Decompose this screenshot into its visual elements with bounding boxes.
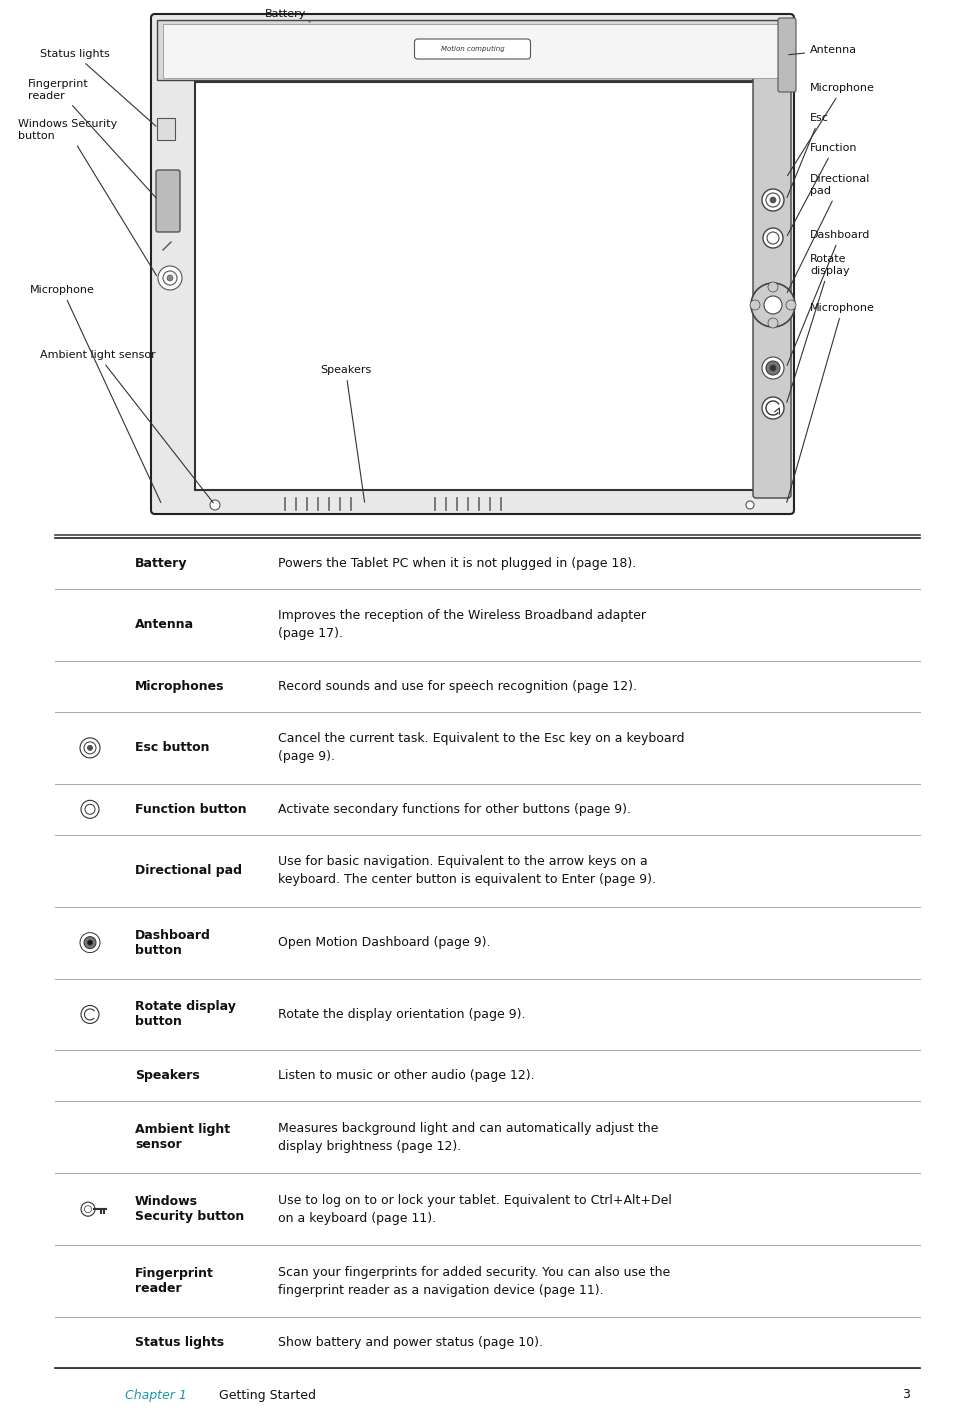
Circle shape	[81, 1203, 95, 1215]
Bar	[163, 24, 782, 78]
Text: Esc button: Esc button	[135, 741, 210, 754]
Text: Fingerprint
reader: Fingerprint reader	[135, 1266, 214, 1295]
Text: Ambient light sensor: Ambient light sensor	[40, 350, 213, 502]
FancyBboxPatch shape	[156, 170, 180, 232]
Text: Fingerprint
reader: Fingerprint reader	[28, 79, 156, 198]
FancyBboxPatch shape	[778, 18, 796, 92]
Circle shape	[762, 190, 784, 211]
Text: Getting Started: Getting Started	[215, 1388, 316, 1401]
Circle shape	[80, 737, 100, 758]
Text: Microphone: Microphone	[786, 303, 875, 502]
Text: Rotate display
button: Rotate display button	[135, 1000, 236, 1029]
Text: Motion computing: Motion computing	[440, 45, 504, 52]
Circle shape	[770, 197, 776, 202]
Circle shape	[84, 937, 96, 948]
Text: Use to log on to or lock your tablet. Equivalent to Ctrl+Alt+Del
on a keyboard (: Use to log on to or lock your tablet. Eq…	[278, 1194, 672, 1225]
Circle shape	[750, 300, 760, 310]
Text: Scan your fingerprints for added security. You can also use the
fingerprint read: Scan your fingerprints for added securit…	[278, 1265, 671, 1296]
Circle shape	[762, 357, 784, 379]
Circle shape	[85, 804, 95, 814]
Circle shape	[84, 741, 96, 754]
Text: Microphones: Microphones	[135, 681, 225, 693]
FancyBboxPatch shape	[414, 40, 531, 59]
Text: Battery: Battery	[135, 558, 188, 570]
Text: Windows
Security button: Windows Security button	[135, 1196, 244, 1223]
Text: Antenna: Antenna	[135, 618, 194, 631]
Text: Record sounds and use for speech recognition (page 12).: Record sounds and use for speech recogni…	[278, 681, 637, 693]
Text: Esc: Esc	[787, 113, 829, 198]
Circle shape	[167, 275, 173, 282]
Text: Directional
pad: Directional pad	[787, 174, 870, 293]
Text: Directional pad: Directional pad	[135, 865, 242, 877]
Circle shape	[768, 282, 778, 291]
Circle shape	[768, 318, 778, 328]
FancyBboxPatch shape	[151, 14, 794, 514]
Text: Windows Security
button: Windows Security button	[18, 119, 156, 276]
Text: Ambient light
sensor: Ambient light sensor	[135, 1124, 230, 1152]
Text: Dashboard: Dashboard	[787, 231, 870, 365]
Circle shape	[81, 801, 99, 818]
Text: Speakers: Speakers	[320, 365, 371, 502]
Text: Microphone: Microphone	[30, 284, 160, 502]
Text: Rotate the display orientation (page 9).: Rotate the display orientation (page 9).	[278, 1007, 526, 1022]
Circle shape	[762, 398, 784, 419]
FancyBboxPatch shape	[753, 75, 791, 498]
Circle shape	[770, 365, 776, 371]
Bar	[157, 20, 788, 81]
Circle shape	[751, 283, 795, 327]
Circle shape	[81, 1006, 99, 1023]
Text: Listen to music or other audio (page 12).: Listen to music or other audio (page 12)…	[278, 1070, 535, 1082]
Circle shape	[746, 501, 754, 509]
Circle shape	[786, 300, 796, 310]
Text: Activate secondary functions for other buttons (page 9).: Activate secondary functions for other b…	[278, 802, 631, 816]
Circle shape	[767, 232, 779, 243]
Text: Status lights: Status lights	[40, 50, 156, 126]
Text: Speakers: Speakers	[135, 1070, 200, 1082]
Text: Function button: Function button	[135, 802, 247, 816]
Text: Dashboard
button: Dashboard button	[135, 928, 211, 957]
Text: Rotate
display: Rotate display	[786, 255, 850, 402]
Circle shape	[80, 932, 100, 952]
Text: Open Motion Dashboard (page 9).: Open Motion Dashboard (page 9).	[278, 937, 491, 949]
Circle shape	[763, 228, 783, 248]
Circle shape	[158, 266, 182, 290]
Text: 3: 3	[902, 1388, 910, 1401]
Text: Chapter 1: Chapter 1	[125, 1388, 187, 1401]
Text: Status lights: Status lights	[135, 1336, 225, 1348]
Text: Improves the reception of the Wireless Broadband adapter
(page 17).: Improves the reception of the Wireless B…	[278, 610, 646, 641]
Circle shape	[87, 940, 92, 945]
Circle shape	[85, 1206, 91, 1213]
Text: Use for basic navigation. Equivalent to the arrow keys on a
keyboard. The center: Use for basic navigation. Equivalent to …	[278, 855, 656, 886]
Bar	[157, 117, 175, 140]
Text: Battery: Battery	[265, 8, 310, 23]
Text: Function: Function	[787, 143, 857, 235]
Circle shape	[87, 746, 92, 750]
Text: Antenna: Antenna	[788, 45, 857, 55]
Text: Powers the Tablet PC when it is not plugged in (page 18).: Powers the Tablet PC when it is not plug…	[278, 558, 637, 570]
Text: Measures background light and can automatically adjust the
display brightness (p: Measures background light and can automa…	[278, 1122, 658, 1153]
Text: Show battery and power status (page 10).: Show battery and power status (page 10).	[278, 1336, 543, 1348]
Circle shape	[764, 296, 782, 314]
Text: Microphone: Microphone	[787, 83, 875, 175]
Bar	[195, 82, 755, 490]
Circle shape	[210, 499, 220, 509]
Circle shape	[766, 192, 780, 207]
Circle shape	[766, 361, 780, 375]
Circle shape	[163, 272, 177, 284]
Text: Cancel the current task. Equivalent to the Esc key on a keyboard
(page 9).: Cancel the current task. Equivalent to t…	[278, 733, 684, 763]
